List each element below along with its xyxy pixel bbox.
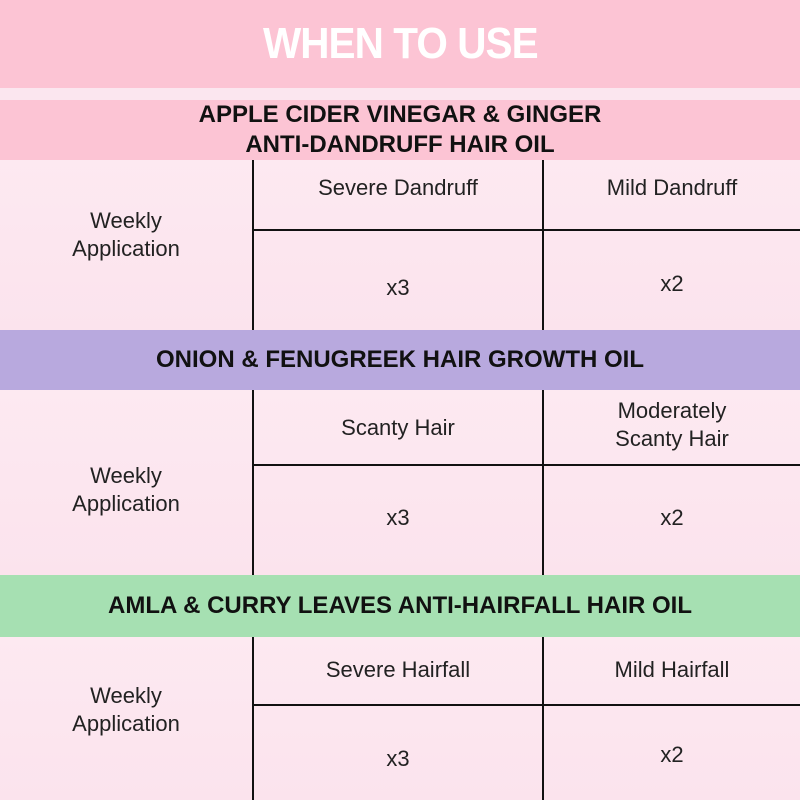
value-cell: x3 (386, 505, 410, 530)
title-banner: WHEN TO USE (0, 0, 800, 88)
divider (252, 637, 254, 800)
usage-table-acv: Weekly Application Severe Dandruff Mild … (0, 160, 800, 330)
value-cell: x3 (386, 275, 410, 300)
column-header: Scanty Hair (341, 415, 455, 440)
row-label: Weekly Application (72, 463, 180, 516)
value-cell: x2 (660, 271, 684, 296)
divider (542, 160, 544, 330)
row-label: Weekly Application (72, 208, 180, 261)
section-header-onion: ONION & FENUGREEK HAIR GROWTH OIL (0, 330, 800, 390)
column-header: Severe Hairfall (325, 657, 471, 682)
divider (253, 704, 800, 706)
divider (252, 160, 254, 330)
divider (253, 464, 800, 466)
row-label: Weekly Application (72, 682, 180, 736)
column-header: Moderately Scanty Hair (615, 398, 729, 451)
section-header-acv: APPLE CIDER VINEGAR & GINGER ANTI-DANDRU… (0, 100, 800, 160)
section-header-amla: AMLA & CURRY LEAVES ANTI-HAIRFALL HAIR O… (0, 575, 800, 637)
value-cell: x2 (660, 742, 684, 767)
usage-table-amla: Weekly Application Severe Hairfall Mild … (0, 637, 800, 800)
column-header: Mild Dandruff (606, 174, 738, 200)
usage-table-onion: Weekly Application Scanty Hair Moderatel… (0, 390, 800, 575)
value-cell: x3 (386, 746, 410, 771)
section-title-line1: ONION & FENUGREEK HAIR GROWTH OIL (156, 346, 644, 373)
divider (253, 229, 800, 231)
divider (252, 390, 254, 575)
divider (542, 390, 544, 575)
page-title: WHEN TO USE (262, 19, 539, 68)
column-header: Mild Hairfall (614, 657, 730, 682)
section-title-line1: AMLA & CURRY LEAVES ANTI-HAIRFALL HAIR O… (108, 592, 692, 619)
column-header: Severe Dandruff (318, 174, 478, 200)
value-cell: x2 (660, 505, 684, 530)
divider (542, 637, 544, 800)
section-title-line2: ANTI-DANDRUFF HAIR OIL (245, 131, 555, 158)
section-title-line1: APPLE CIDER VINEGAR & GINGER (198, 101, 602, 128)
